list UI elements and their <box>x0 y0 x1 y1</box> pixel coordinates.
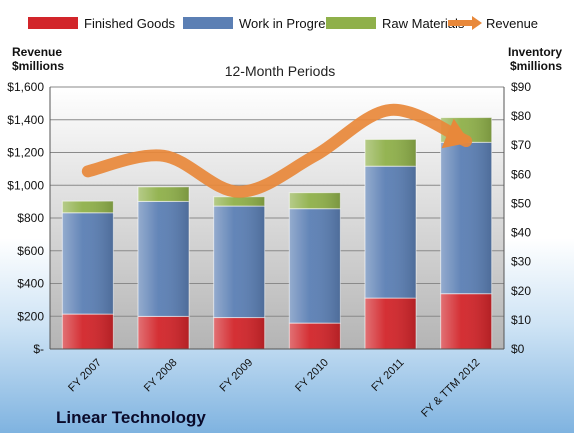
bar-shine <box>138 201 189 317</box>
bar-shine <box>62 314 114 349</box>
right-tick-label: $90 <box>511 80 531 94</box>
bar-shine <box>365 139 416 167</box>
legend-swatch-finished-goods <box>28 17 78 29</box>
legend-swatch-work-in-progress <box>183 17 233 29</box>
legend-label-work-in-progress: Work in Progress <box>239 16 339 31</box>
left-tick-label: $- <box>33 342 44 356</box>
legend-label-finished-goods: Finished Goods <box>84 16 176 31</box>
bar-shine <box>365 298 416 349</box>
x-tick-label: FY 2011 <box>369 357 406 394</box>
left-tick-label: $800 <box>17 211 44 225</box>
right-axis-title: Inventory <box>508 45 562 59</box>
right-tick-label: $20 <box>511 284 531 298</box>
legend-label-raw-materials: Raw Materials <box>382 16 465 31</box>
left-tick-label: $600 <box>17 244 44 258</box>
left-axis-title: $millions <box>12 59 64 73</box>
revenue-arrowhead <box>441 118 470 149</box>
x-tick-label: FY 2007 <box>66 357 104 395</box>
x-tick-label: FY 2010 <box>293 357 331 395</box>
bar-shine <box>213 206 265 318</box>
bar-shine <box>213 317 265 349</box>
legend-swatch-raw-materials <box>326 17 376 29</box>
right-tick-label: $10 <box>511 313 531 327</box>
revenue-line <box>81 103 473 198</box>
left-tick-label: $1,200 <box>7 146 44 160</box>
right-tick-label: $70 <box>511 138 531 152</box>
x-tick-label: FY & TTM 2012 <box>419 357 482 420</box>
left-tick-label: $1,600 <box>7 80 44 94</box>
bar-shine <box>138 316 189 349</box>
left-axis-title: Revenue <box>12 45 62 59</box>
right-tick-label: $30 <box>511 255 531 269</box>
right-tick-label: $50 <box>511 196 531 210</box>
bar-shine <box>62 201 114 213</box>
right-axis-title: $millions <box>510 59 562 73</box>
legend-swatch-arrow <box>472 16 482 30</box>
right-tick-label: $40 <box>511 226 531 240</box>
bar-shine <box>440 142 492 294</box>
bar-shine <box>213 196 265 207</box>
bar-shine <box>62 212 114 315</box>
company-title: Linear Technology <box>56 408 206 427</box>
left-tick-label: $1,400 <box>7 113 44 127</box>
x-tick-label: FY 2008 <box>142 357 180 395</box>
left-tick-label: $200 <box>17 309 44 323</box>
bar-shine <box>440 293 492 349</box>
left-tick-label: $1,000 <box>7 178 44 192</box>
legend-label-revenue: Revenue <box>486 16 538 31</box>
chart-subtitle: 12-Month Periods <box>225 63 336 79</box>
x-tick-label: FY 2009 <box>218 357 256 395</box>
bar-shine <box>289 323 341 349</box>
bar-shine <box>289 208 341 324</box>
bar-shine <box>289 192 341 209</box>
bar-shine <box>365 166 416 299</box>
right-tick-label: $80 <box>511 109 531 123</box>
left-tick-label: $400 <box>17 277 44 291</box>
right-tick-label: $0 <box>511 342 525 356</box>
right-tick-label: $60 <box>511 167 531 181</box>
bar-shine <box>138 186 189 202</box>
